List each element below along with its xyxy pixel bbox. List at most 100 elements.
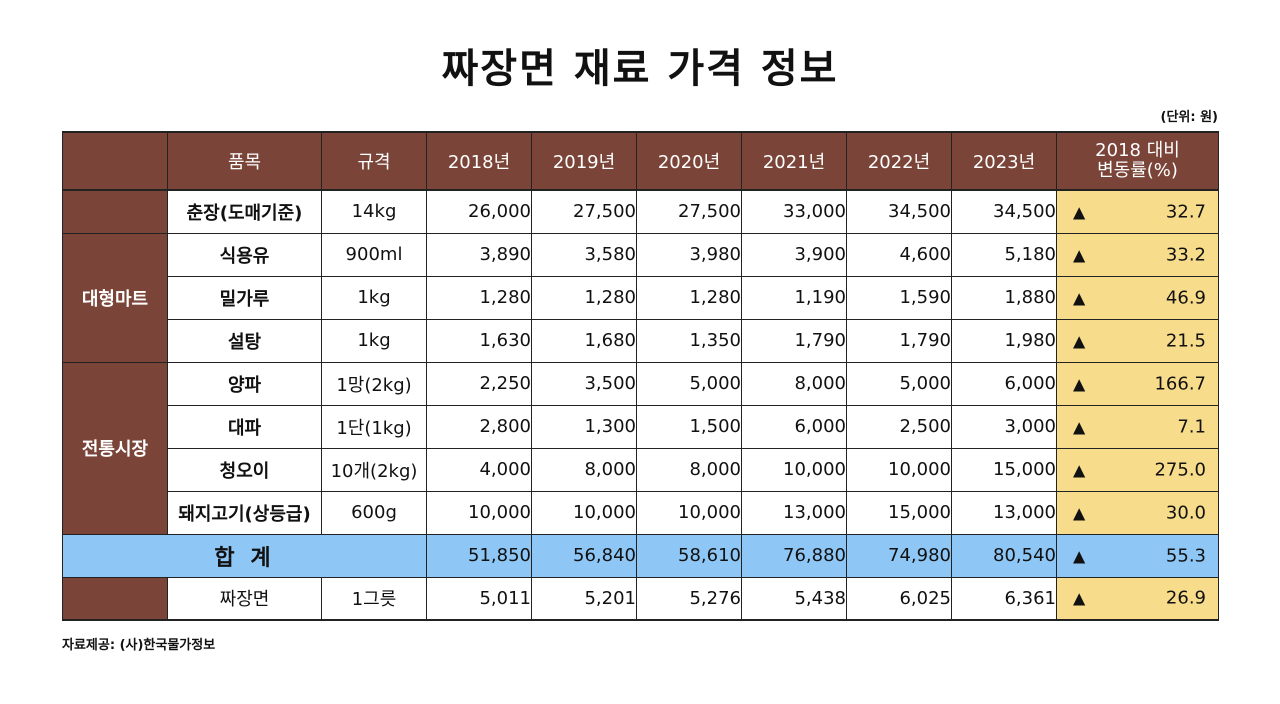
- price-cell: 3,980: [636, 232, 742, 277]
- up-triangle-icon: ▲: [1073, 460, 1086, 479]
- header-change-line1: 2018 대비: [1095, 140, 1180, 161]
- price-cell: 1,350: [636, 318, 742, 363]
- table-row: 밀가루 1kg 1,280 1,280 1,280 1,190 1,590 1,…: [63, 275, 1219, 320]
- change-cell: ▲ 166.7: [1056, 361, 1219, 406]
- price-table: 품목 규격 2018년 2019년 2020년 2021년 2022년 2023…: [62, 131, 1219, 621]
- price-cell: 5,000: [636, 361, 742, 406]
- header-row: 품목 규격 2018년 2019년 2020년 2021년 2022년 2023…: [62, 131, 1219, 191]
- price-cell: 6,000: [741, 404, 847, 449]
- price-cell: 1,790: [846, 318, 952, 363]
- unit-note: (단위: 원): [1160, 110, 1219, 125]
- up-triangle-icon: ▲: [1073, 245, 1086, 264]
- header-year: 2019년: [531, 131, 637, 191]
- page-title: 짜장면 재료 가격 정보: [441, 46, 839, 92]
- price-cell: 1,190: [741, 275, 847, 320]
- item-name: 짜장면: [167, 576, 322, 621]
- item-name: 대파: [167, 404, 322, 449]
- group-blank: [62, 576, 168, 621]
- price-cell: 1,980: [951, 318, 1057, 363]
- change-value: 275.0: [1154, 459, 1206, 480]
- change-cell: ▲ 7.1: [1056, 404, 1219, 449]
- table-row: 청오이 10개(2kg) 4,000 8,000 8,000 10,000 10…: [63, 447, 1219, 492]
- price-cell: 1,280: [531, 275, 637, 320]
- item-spec: 900ml: [321, 232, 427, 277]
- price-cell: 4,000: [426, 447, 532, 492]
- up-triangle-icon: ▲: [1073, 417, 1086, 436]
- price-cell: 1,280: [636, 275, 742, 320]
- total-cell: 80,540: [951, 533, 1057, 578]
- table-row: 설탕 1kg 1,630 1,680 1,350 1,790 1,790 1,9…: [63, 318, 1219, 363]
- header-change-line2: 변동률(%): [1097, 160, 1178, 181]
- up-triangle-icon: ▲: [1073, 202, 1086, 222]
- price-cell: 1,590: [846, 275, 952, 320]
- price-cell: 5,276: [636, 576, 742, 621]
- total-cell: 58,610: [636, 533, 742, 578]
- table-row: 대파 1단(1kg) 2,800 1,300 1,500 6,000 2,500…: [63, 404, 1219, 449]
- item-name: 춘장(도매기준): [167, 189, 322, 234]
- change-value: 55.3: [1165, 545, 1206, 566]
- total-cell: 74,980: [846, 533, 952, 578]
- change-cell: ▲ 26.9: [1056, 576, 1219, 621]
- price-cell: 27,500: [531, 189, 637, 234]
- price-cell: 34,500: [951, 189, 1057, 234]
- header-change: 2018 대비 변동률(%): [1056, 131, 1219, 191]
- total-cell: 56,840: [531, 533, 637, 578]
- item-spec: 1kg: [321, 318, 427, 363]
- header-year: 2023년: [951, 131, 1057, 191]
- price-cell: 15,000: [951, 447, 1057, 492]
- jjajang-row: 짜장면 1그릇 5,011 5,201 5,276 5,438 6,025 6,…: [62, 576, 1219, 621]
- price-cell: 4,600: [846, 232, 952, 277]
- header-year: 2022년: [846, 131, 952, 191]
- up-triangle-icon: ▲: [1073, 503, 1086, 522]
- group-blank: [62, 189, 168, 234]
- price-cell: 2,250: [426, 361, 532, 406]
- price-cell: 10,000: [741, 447, 847, 492]
- header-item: 품목: [167, 131, 322, 191]
- price-cell: 5,011: [426, 576, 532, 621]
- price-cell: 5,438: [741, 576, 847, 621]
- price-cell: 26,000: [426, 189, 532, 234]
- price-cell: 27,500: [636, 189, 742, 234]
- price-cell: 1,280: [426, 275, 532, 320]
- change-value: 166.7: [1154, 373, 1206, 394]
- price-cell: 1,880: [951, 275, 1057, 320]
- item-spec: 1kg: [321, 275, 427, 320]
- price-cell: 3,500: [531, 361, 637, 406]
- change-value: 30.0: [1165, 502, 1206, 523]
- table-row: 전통시장 양파 1망(2kg) 2,250 3,500 5,000 8,000 …: [62, 361, 1219, 535]
- price-cell: 3,900: [741, 232, 847, 277]
- price-cell: 1,300: [531, 404, 637, 449]
- item-spec: 10개(2kg): [321, 447, 427, 492]
- price-cell: 10,000: [426, 490, 532, 535]
- price-cell: 8,000: [741, 361, 847, 406]
- item-name: 밀가루: [167, 275, 322, 320]
- item-spec: 1단(1kg): [321, 404, 427, 449]
- price-cell: 10,000: [636, 490, 742, 535]
- price-cell: 10,000: [846, 447, 952, 492]
- change-value: 32.7: [1165, 201, 1206, 223]
- header-spec: 규격: [321, 131, 427, 191]
- item-name: 설탕: [167, 318, 322, 363]
- up-triangle-icon: ▲: [1073, 588, 1086, 608]
- price-cell: 13,000: [741, 490, 847, 535]
- change-value: 7.1: [1177, 416, 1206, 437]
- price-cell: 5,000: [846, 361, 952, 406]
- item-spec: 1그릇: [321, 576, 427, 621]
- item-name: 양파: [167, 361, 322, 406]
- change-cell: ▲ 30.0: [1056, 490, 1219, 535]
- group-market: 전통시장: [62, 361, 168, 535]
- price-cell: 8,000: [636, 447, 742, 492]
- header-year: 2018년: [426, 131, 532, 191]
- item-name: 식용유: [167, 232, 322, 277]
- price-cell: 5,180: [951, 232, 1057, 277]
- change-value: 46.9: [1165, 287, 1206, 308]
- header-blank: [62, 131, 168, 191]
- change-cell: ▲ 21.5: [1056, 318, 1219, 363]
- change-cell: ▲ 33.2: [1056, 232, 1219, 277]
- table-row: 춘장(도매기준) 14kg 26,000 27,500 27,500 33,00…: [62, 189, 1219, 234]
- total-cell: 76,880: [741, 533, 847, 578]
- total-row: 합 계 51,850 56,840 58,610 76,880 74,980 8…: [62, 533, 1219, 578]
- change-value: 21.5: [1165, 330, 1206, 351]
- price-cell: 1,790: [741, 318, 847, 363]
- price-cell: 2,500: [846, 404, 952, 449]
